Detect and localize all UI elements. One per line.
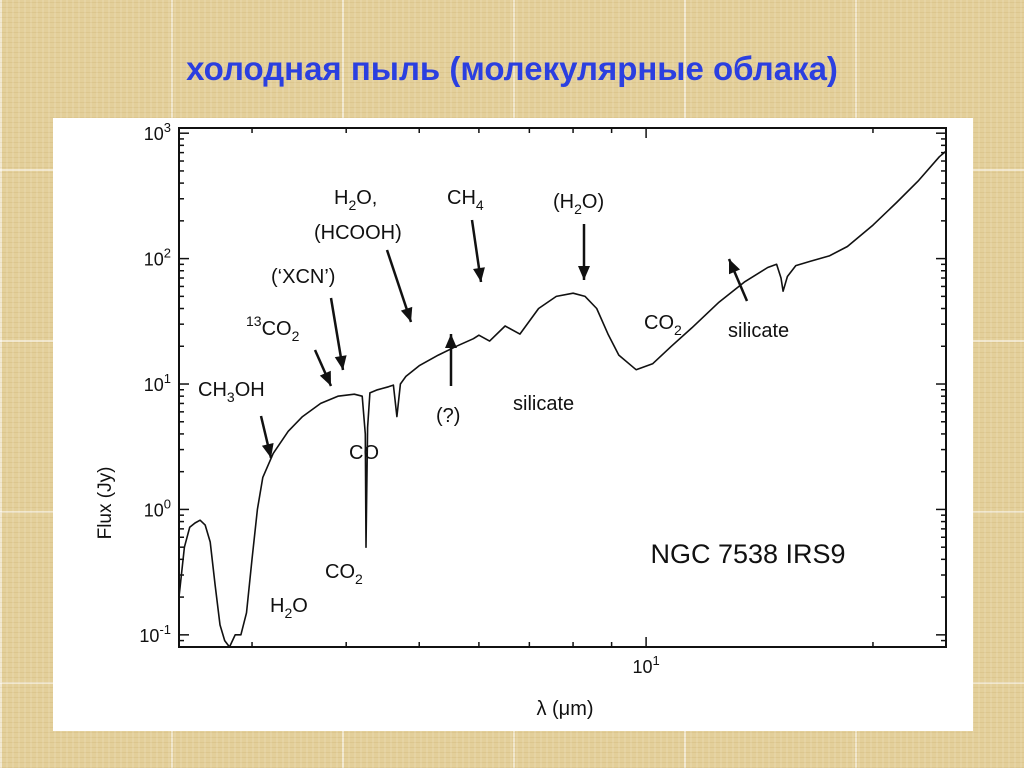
annotation-co2-15: CO2	[644, 312, 682, 338]
annotation-h2o-hcooh-2: (HCOOH)	[314, 222, 402, 244]
annotation-ch3oh: CH3OH	[198, 379, 265, 405]
series-group	[178, 150, 947, 648]
annotation-h2o-paren: (H2O)	[553, 191, 604, 217]
h2o-paren-arrow-head	[578, 266, 590, 280]
annotation-ch4: CH4	[447, 187, 484, 213]
annotation-silicate-18: silicate	[728, 320, 789, 342]
annotation-h2o-3: H2O	[270, 595, 308, 621]
spectrum-chart: 10-1 100 101 102 103 101 CH3OH 13CO2 (‘XCN’) H2O…	[95, 120, 947, 720]
annotation-silicate-10: silicate	[513, 393, 574, 415]
slide-title: холодная пыль (молекулярные облака)	[186, 50, 838, 87]
y-tick-label: 103	[144, 120, 171, 144]
13co2-arrow-head	[319, 370, 331, 386]
xcn-arrow-head	[334, 355, 347, 370]
y-tick-label: 101	[144, 371, 171, 395]
y-axis-label: Flux (Jy)	[95, 467, 116, 540]
x-tick-label: 101	[632, 653, 659, 677]
figure-panel: 10-1 100 101 102 103 101 CH3OH 13CO2 (‘XCN’) H2O…	[53, 118, 973, 731]
annotation-h2o-hcooh-1: H2O,	[334, 187, 377, 213]
plot-frame	[178, 127, 947, 648]
object-label: NGC 7538 IRS9	[650, 539, 845, 569]
annotations-group: CH3OH 13CO2 (‘XCN’) H2O, (HCOOH) CH4 (H2O) CO2 s…	[198, 187, 789, 621]
y-tick-label: 10-1	[139, 622, 171, 646]
annotation-co: CO	[349, 442, 379, 464]
x-axis-label: λ (μm)	[536, 698, 593, 720]
spectrum-series-line	[178, 150, 947, 648]
y-tick-label: 100	[144, 496, 171, 520]
axes-group	[178, 127, 947, 648]
ticks-group: 10-1 100 101 102 103 101	[139, 120, 946, 677]
annotation-co2-43: CO2	[325, 561, 363, 587]
unknown-arrow-head	[445, 334, 457, 348]
annotation-13co2: 13CO2	[246, 313, 300, 344]
ch3oh-arrow-head	[261, 442, 274, 458]
ch4-arrow-head	[473, 267, 485, 282]
h2o-hcooh-arrow-head	[400, 306, 413, 322]
annotation-xcn: (‘XCN’)	[271, 266, 335, 288]
y-tick-label: 102	[144, 246, 171, 270]
annotation-unknown: (?)	[436, 405, 460, 427]
silicate-18-arrow-head	[729, 259, 741, 275]
